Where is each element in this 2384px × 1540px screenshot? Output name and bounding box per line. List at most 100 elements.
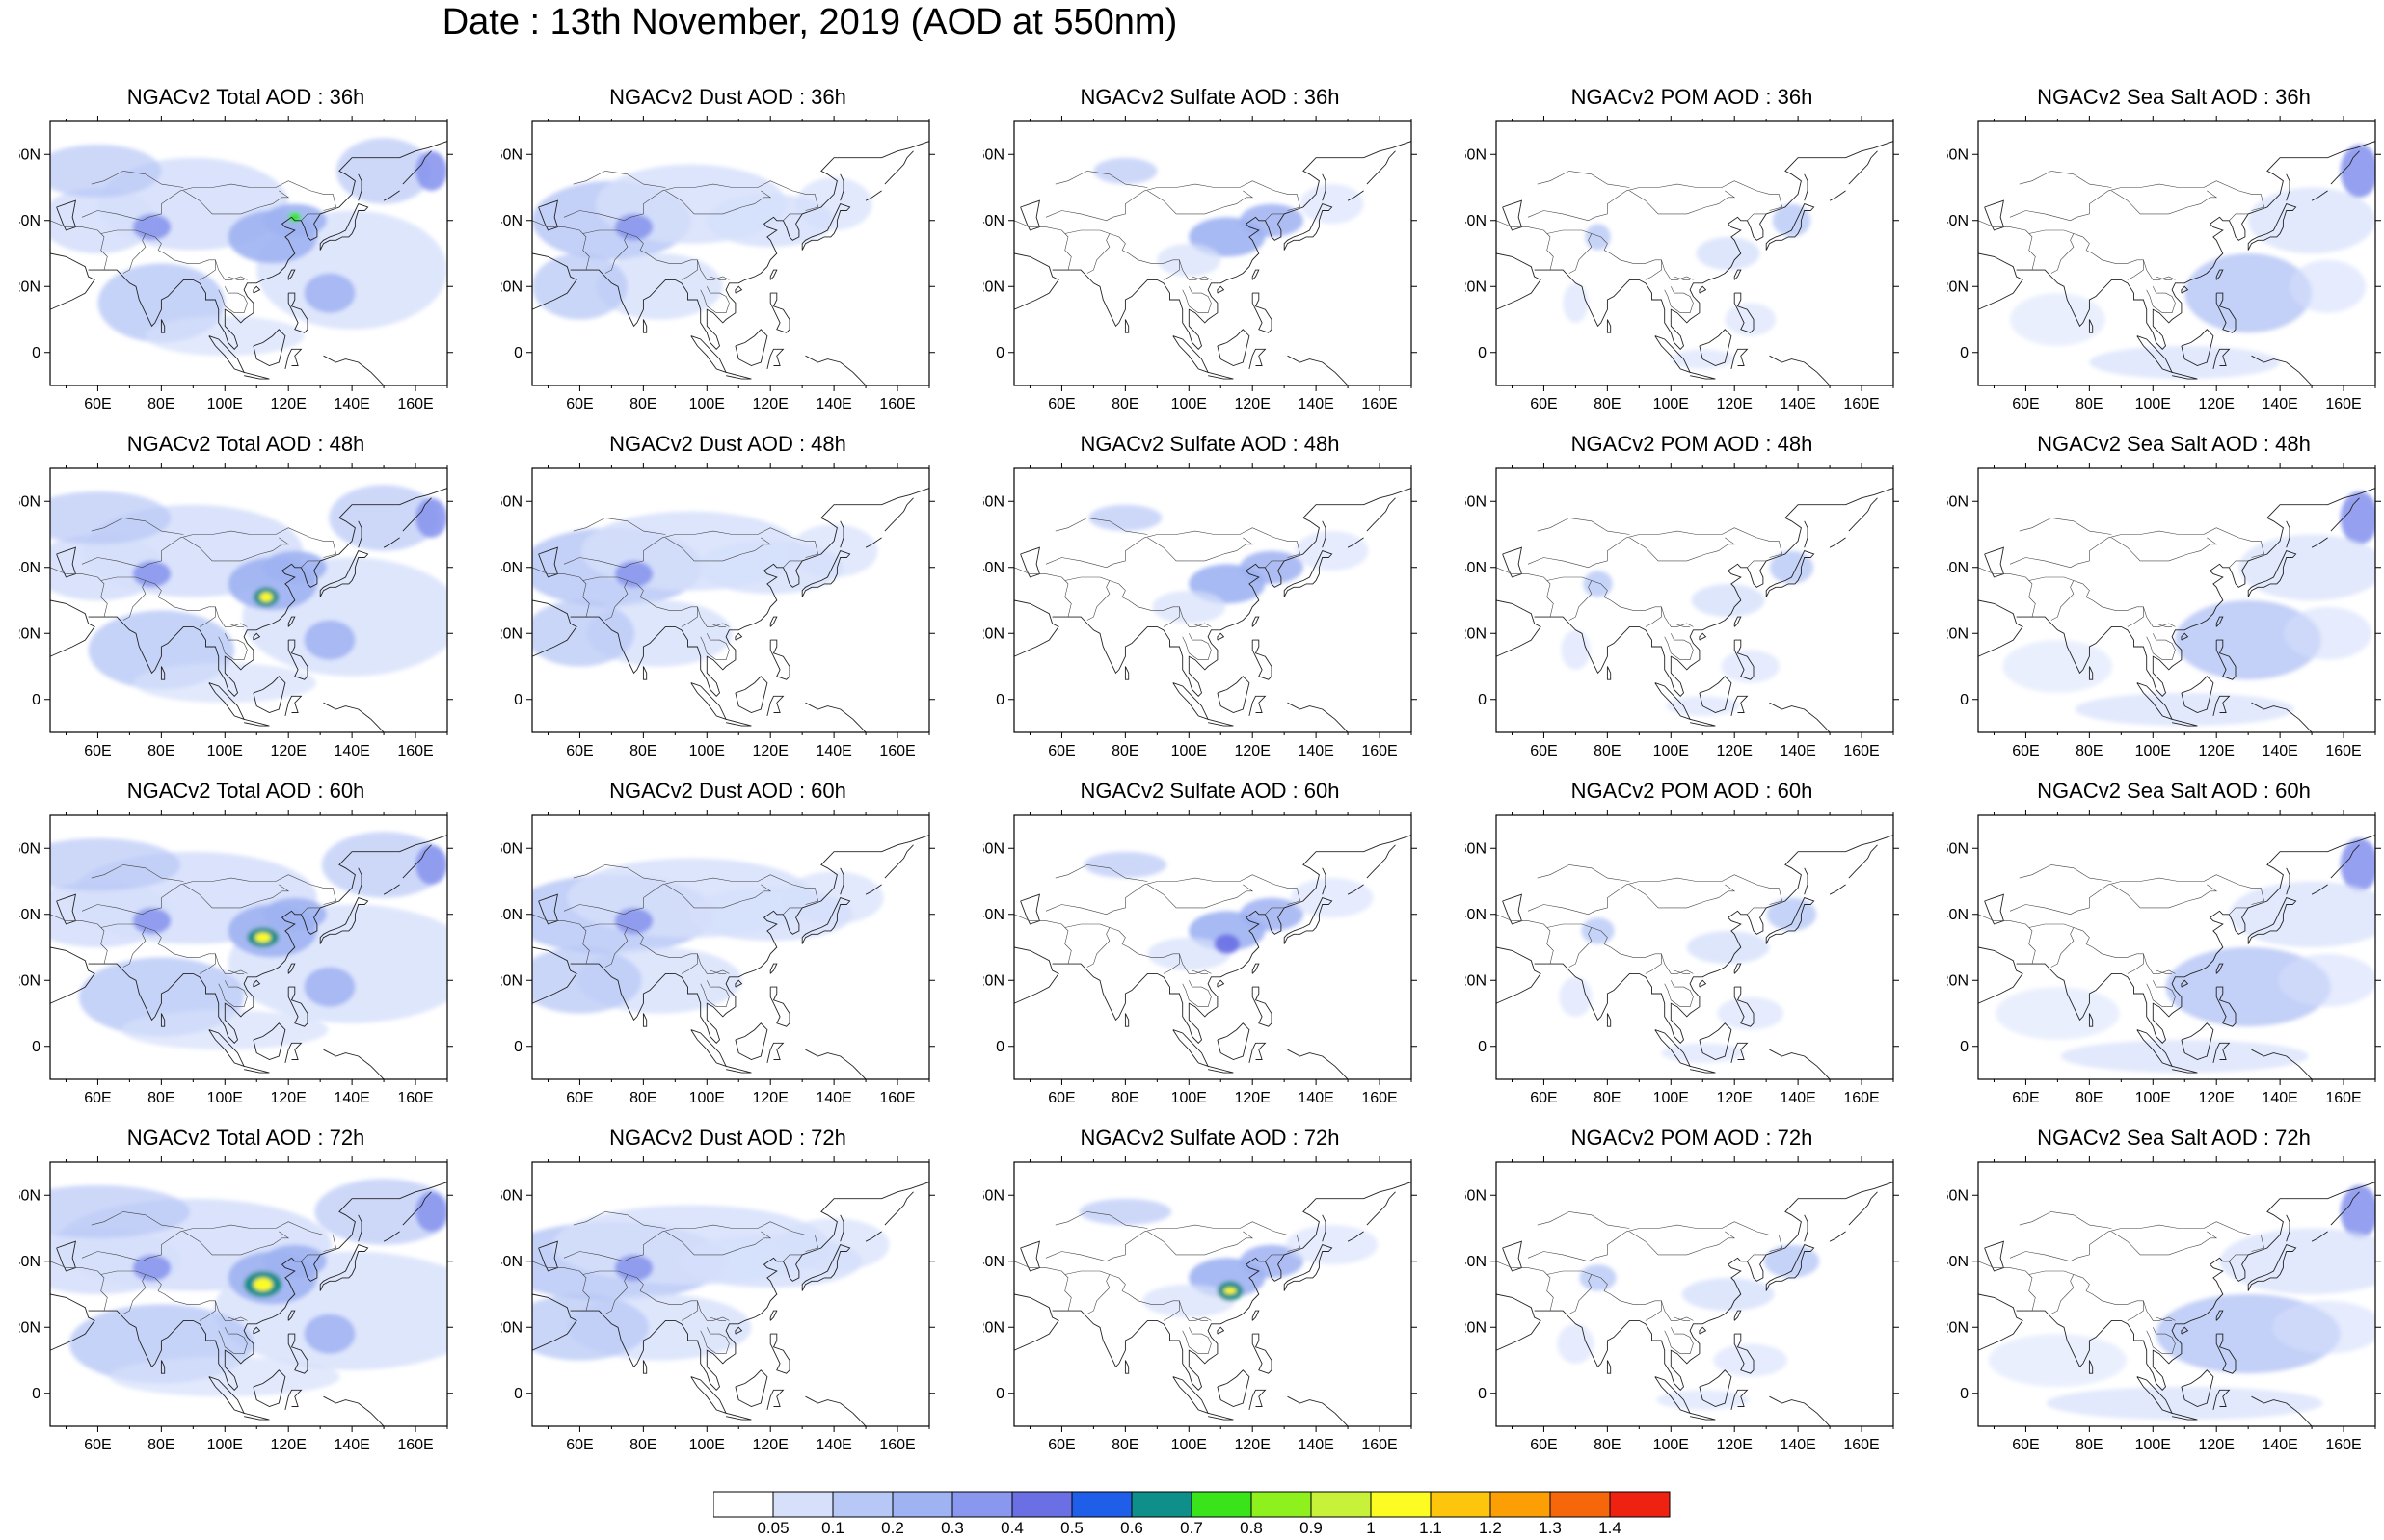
aod-field-patch (255, 933, 271, 943)
lat-tick-label: 0 (1960, 345, 1969, 361)
map-panel-dust-36h: NGACv2 Dust AOD : 36h60N40N20N060E80E100… (501, 85, 954, 412)
lat-tick-label: 0 (1960, 692, 1969, 708)
aod-field-patch (1697, 237, 1760, 270)
lat-tick-label: 40N (1947, 213, 1969, 229)
lon-tick-label: 120E (1717, 743, 1753, 759)
lon-tick-label: 160E (879, 1437, 915, 1453)
lon-tick-label: 120E (1235, 396, 1271, 412)
lat-tick-label: 20N (1947, 1319, 1969, 1336)
aod-map: 60N40N20N060E80E100E120E140E160E (983, 459, 1436, 759)
lat-tick-label: 20N (1947, 972, 1969, 989)
lon-tick-label: 140E (2262, 1090, 2297, 1106)
colorbar-label: 0.3 (941, 1519, 964, 1535)
aod-map: 60N40N20N060E80E100E120E140E160E (501, 459, 954, 759)
colorbar-label: 1.1 (1419, 1519, 1442, 1535)
aod-field-patch (415, 498, 447, 538)
lon-tick-label: 120E (753, 743, 789, 759)
lat-tick-label: 40N (19, 560, 40, 576)
aod-field-patch (2341, 145, 2379, 198)
lon-tick-label: 80E (2076, 1090, 2103, 1106)
lat-tick-label: 0 (996, 1039, 1004, 1055)
aod-field-patch (1725, 303, 1776, 335)
aod-field-patch (2290, 260, 2366, 313)
map-panel-sulfate-60h: NGACv2 Sulfate AOD : 60h60N40N20N060E80E… (983, 779, 1436, 1106)
lon-tick-label: 60E (2012, 1090, 2039, 1106)
lon-tick-label: 160E (879, 396, 915, 412)
lon-tick-label: 140E (2262, 1437, 2297, 1453)
aod-field-patch (2284, 607, 2371, 660)
aod-map: 60N40N20N060E80E100E120E140E160E (501, 806, 954, 1106)
lon-tick-label: 160E (1843, 396, 1879, 412)
lon-tick-label: 140E (1298, 396, 1333, 412)
aod-field-patch (615, 561, 654, 587)
lon-tick-label: 60E (2012, 743, 2039, 759)
lon-tick-label: 120E (753, 1437, 789, 1453)
aod-field-patch (779, 1218, 890, 1271)
colorbar-label: 0.6 (1120, 1519, 1143, 1535)
map-panel-dust-60h: NGACv2 Dust AOD : 60h60N40N20N060E80E100… (501, 779, 954, 1106)
aod-field-patch (1717, 996, 1783, 1029)
panel-title: NGACv2 Total AOD : 36h (19, 85, 472, 110)
lon-tick-label: 80E (147, 1090, 174, 1106)
aod-field-patch (1215, 934, 1240, 954)
aod-map: 60N40N20N060E80E100E120E140E160E (1947, 806, 2384, 1106)
colorbar-swatch (893, 1492, 952, 1517)
colorbar-swatch (1251, 1492, 1311, 1517)
map-panel-pom-72h: NGACv2 POM AOD : 72h60N40N20N060E80E100E… (1465, 1126, 1918, 1453)
lon-tick-label: 60E (1530, 1437, 1557, 1453)
aod-field-patch (532, 253, 628, 320)
aod-field-patch (1563, 283, 1588, 323)
lat-tick-label: 40N (1947, 907, 1969, 923)
lat-tick-label: 60N (983, 493, 1004, 510)
lon-tick-label: 120E (2199, 743, 2235, 759)
aod-field-patch (2248, 188, 2375, 254)
lon-tick-label: 60E (1048, 1437, 1075, 1453)
lat-tick-label: 40N (19, 213, 40, 229)
lon-tick-label: 160E (1843, 743, 1879, 759)
lat-tick-label: 40N (983, 213, 1004, 229)
aod-field-patch (2061, 1040, 2309, 1073)
aod-field-patch (518, 947, 642, 1014)
panel-title: NGACv2 Dust AOD : 48h (501, 432, 954, 457)
lat-tick-label: 40N (19, 1254, 40, 1270)
lon-tick-label: 160E (2325, 1437, 2361, 1453)
lon-tick-label: 140E (1780, 1437, 1815, 1453)
panel-title: NGACv2 Dust AOD : 72h (501, 1126, 954, 1151)
colorbar-label: 1 (1366, 1519, 1375, 1535)
lon-tick-label: 100E (207, 1090, 243, 1106)
lon-tick-label: 60E (1048, 1090, 1075, 1106)
aod-field-patch (1764, 1245, 1819, 1278)
lat-tick-label: 20N (501, 972, 522, 989)
lat-tick-label: 20N (983, 1319, 1004, 1336)
map-panel-pom-60h: NGACv2 POM AOD : 60h60N40N20N060E80E100E… (1465, 779, 1918, 1106)
lat-tick-label: 0 (1960, 1386, 1969, 1402)
lon-tick-label: 80E (147, 743, 174, 759)
lon-tick-label: 160E (879, 1090, 915, 1106)
lon-tick-label: 60E (1530, 1090, 1557, 1106)
lon-tick-label: 80E (1594, 743, 1621, 759)
aod-field-patch (305, 968, 356, 1007)
lat-tick-label: 60N (1947, 1187, 1969, 1204)
map-panel-dust-48h: NGACv2 Dust AOD : 48h60N40N20N060E80E100… (501, 432, 954, 759)
lat-tick-label: 40N (983, 560, 1004, 576)
lon-tick-label: 120E (2199, 1437, 2235, 1453)
lon-tick-label: 120E (1717, 1090, 1753, 1106)
aod-field-patch (305, 1314, 356, 1354)
lat-tick-label: 20N (19, 972, 40, 989)
aod-field-patch (1300, 184, 1364, 224)
lat-tick-label: 60N (983, 146, 1004, 163)
lat-tick-label: 60N (1947, 840, 1969, 857)
aod-field-patch (2010, 293, 2105, 346)
lon-tick-label: 100E (1653, 743, 1689, 759)
lat-tick-label: 20N (1947, 279, 1969, 295)
lon-tick-label: 60E (84, 396, 111, 412)
lat-tick-label: 0 (1478, 345, 1487, 361)
map-panel-seasalt-72h: NGACv2 Sea Salt AOD : 72h60N40N20N060E80… (1947, 1126, 2384, 1453)
lon-tick-label: 60E (84, 1090, 111, 1106)
aod-field-patch (1767, 898, 1816, 931)
aod-field-patch (415, 845, 447, 885)
lon-tick-label: 100E (689, 1090, 725, 1106)
map-panel-sulfate-36h: NGACv2 Sulfate AOD : 36h60N40N20N060E80E… (983, 85, 1436, 412)
panel-title: NGACv2 Dust AOD : 60h (501, 779, 954, 804)
